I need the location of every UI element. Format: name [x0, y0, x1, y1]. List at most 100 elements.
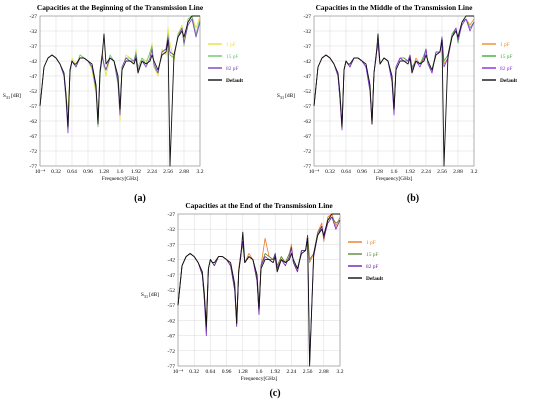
y-axis-label-subscript: 31 — [144, 294, 148, 299]
x-tick-label: 3.2 — [197, 169, 204, 175]
y-tick-label: -37 — [168, 242, 176, 248]
chart-title: Capacities at the Beginning of the Trans… — [37, 3, 204, 12]
y-tick-label: -77 — [30, 164, 38, 170]
y-tick-label: -72 — [30, 149, 38, 155]
legend-label: 15 pF — [500, 54, 512, 60]
y-tick-label: -62 — [304, 119, 312, 125]
y-tick-label: -77 — [168, 364, 176, 370]
x-tick-label: 1.6 — [390, 169, 397, 175]
chart-title: Capacities at the End of the Transmissio… — [185, 201, 333, 210]
y-tick-label: -47 — [168, 273, 176, 279]
y-tick-label: -27 — [30, 14, 38, 20]
legend-label: Default — [366, 276, 383, 282]
y-axis-label-unit: [dB] — [11, 93, 21, 99]
x-tick-label: 1.6 — [255, 369, 262, 375]
x-tick-label: 2.88 — [319, 369, 329, 375]
y-axis-label: S31[dB] — [277, 93, 295, 100]
x-tick-label: 2.56 — [163, 169, 173, 175]
series-line-3 — [39, 15, 200, 167]
x-tick-label: 2.56 — [437, 169, 447, 175]
legend-label: Default — [500, 78, 517, 84]
x-tick-label: 1.92 — [405, 169, 415, 175]
y-tick-label: -62 — [168, 318, 176, 324]
x-tick-label: 3.2 — [471, 169, 478, 175]
panel-letter-b: (b) — [407, 193, 419, 204]
y-tick-label: -32 — [304, 29, 312, 35]
y-axis-label: S31[dB] — [3, 93, 21, 100]
legend-label: 82 pF — [226, 66, 238, 72]
y-tick-label: -47 — [30, 74, 38, 80]
y-tick-label: -67 — [30, 134, 38, 140]
x-tick-label: 2.24 — [147, 169, 157, 175]
legend-label: 15 pF — [226, 54, 238, 60]
y-axis-label-subscript: 31 — [280, 95, 284, 100]
x-tick-label: 0.32 — [189, 369, 199, 375]
x-tick-label: 10⁻⁴ — [35, 169, 46, 175]
y-tick-label: -57 — [30, 104, 38, 110]
y-axis-label-main: S — [3, 93, 6, 99]
series-line-3 — [177, 213, 340, 367]
y-tick-label: -72 — [168, 349, 176, 355]
chart-panel-b: Capacities in the Middle of the Transmis… — [277, 3, 517, 182]
chart-panel-a: Capacities at the Beginning of the Trans… — [3, 3, 243, 182]
y-tick-label: -67 — [304, 134, 312, 140]
y-tick-label: -42 — [304, 59, 312, 65]
y-axis-label-unit: [dB] — [149, 292, 159, 298]
y-axis-label-main: S — [277, 93, 280, 99]
y-tick-label: -32 — [30, 29, 38, 35]
chart-panel-c: Capacities at the End of the Transmissio… — [141, 201, 383, 382]
chart-title: Capacities in the Middle of the Transmis… — [316, 3, 474, 12]
x-tick-label: 2.88 — [453, 169, 463, 175]
legend-label: 1 pF — [500, 42, 510, 48]
y-tick-label: -42 — [168, 258, 176, 264]
panel-letter-c: (c) — [269, 388, 280, 399]
y-axis-label-unit: [dB] — [285, 93, 295, 99]
y-tick-label: -27 — [304, 14, 312, 20]
y-tick-label: -37 — [30, 44, 38, 50]
legend-label: 15 pF — [366, 252, 378, 258]
y-tick-label: -77 — [304, 164, 312, 170]
x-tick-label: 0.96 — [83, 169, 93, 175]
y-tick-label: -72 — [304, 149, 312, 155]
y-tick-label: -47 — [304, 74, 312, 80]
x-tick-label: 0.64 — [67, 169, 77, 175]
x-axis-label: Frequency[GHz] — [241, 376, 278, 382]
legend-label: 82 pF — [366, 264, 378, 270]
x-tick-label: 0.32 — [325, 169, 335, 175]
x-tick-label: 2.56 — [303, 369, 313, 375]
x-tick-label: 1.28 — [373, 169, 383, 175]
plot-frame — [313, 15, 475, 167]
x-tick-label: 0.64 — [205, 369, 215, 375]
legend-label: 1 pF — [366, 240, 376, 246]
y-tick-label: -57 — [304, 104, 312, 110]
legend-label: 1 pF — [226, 42, 236, 48]
x-tick-label: 10⁻⁴ — [309, 169, 320, 175]
y-tick-label: -27 — [168, 212, 176, 218]
plot-frame — [39, 15, 201, 167]
x-axis-label: Frequency[GHz] — [102, 176, 139, 182]
y-tick-label: -37 — [304, 44, 312, 50]
legend-label: Default — [226, 78, 243, 84]
series-line-3 — [313, 15, 474, 167]
x-tick-label: 1.92 — [270, 369, 280, 375]
legend-label: 82 pF — [500, 66, 512, 72]
y-tick-label: -32 — [168, 227, 176, 233]
y-axis-label: S31[dB] — [141, 292, 159, 299]
y-axis-label-subscript: 31 — [6, 95, 10, 100]
x-tick-label: 1.92 — [131, 169, 141, 175]
x-axis-label: Frequency[GHz] — [376, 176, 413, 182]
y-tick-label: -52 — [304, 89, 312, 95]
x-tick-label: 1.28 — [238, 369, 248, 375]
x-tick-label: 0.32 — [51, 169, 61, 175]
x-tick-label: 2.24 — [287, 369, 297, 375]
y-tick-label: -42 — [30, 59, 38, 65]
x-tick-label: 0.64 — [341, 169, 351, 175]
y-tick-label: -52 — [168, 288, 176, 294]
x-tick-label: 3.2 — [337, 369, 344, 375]
x-tick-label: 2.24 — [421, 169, 431, 175]
x-tick-label: 2.88 — [179, 169, 189, 175]
y-tick-label: -62 — [30, 119, 38, 125]
plot-frame — [177, 213, 341, 367]
y-tick-label: -57 — [168, 303, 176, 309]
